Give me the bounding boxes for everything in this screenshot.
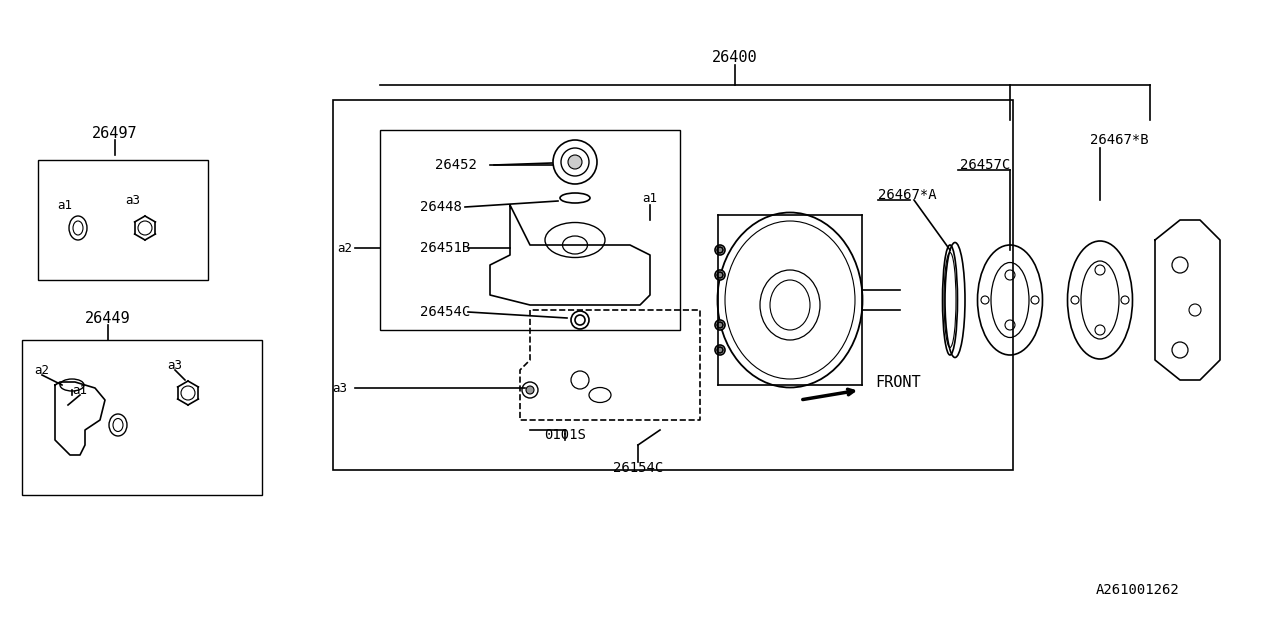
Text: 26497: 26497 <box>92 125 138 141</box>
Text: a3: a3 <box>333 381 347 394</box>
Circle shape <box>716 320 724 330</box>
Bar <box>333 100 1012 470</box>
Circle shape <box>526 386 534 394</box>
Circle shape <box>716 245 724 255</box>
Circle shape <box>717 347 723 353</box>
Text: a1: a1 <box>643 191 658 205</box>
Bar <box>380 130 680 330</box>
Text: 26448: 26448 <box>420 200 462 214</box>
Circle shape <box>717 247 723 253</box>
Circle shape <box>717 272 723 278</box>
Text: 26400: 26400 <box>712 49 758 65</box>
Text: 0101S: 0101S <box>544 428 586 442</box>
Text: a1: a1 <box>58 198 73 211</box>
Text: a3: a3 <box>168 358 183 371</box>
Text: 26457C: 26457C <box>960 158 1010 172</box>
Text: a2: a2 <box>35 364 50 376</box>
Text: 26449: 26449 <box>86 310 131 326</box>
Bar <box>38 160 209 280</box>
Text: 26467*A: 26467*A <box>878 188 937 202</box>
Bar <box>22 340 262 495</box>
Text: 26467*B: 26467*B <box>1091 133 1148 147</box>
Text: A261001262: A261001262 <box>1096 583 1180 597</box>
Circle shape <box>716 345 724 355</box>
Text: 26451B: 26451B <box>420 241 470 255</box>
Text: a2: a2 <box>338 241 352 255</box>
Text: 26452: 26452 <box>435 158 477 172</box>
Text: 26454C: 26454C <box>420 305 470 319</box>
Circle shape <box>716 270 724 280</box>
Text: a3: a3 <box>125 193 141 207</box>
Circle shape <box>717 322 723 328</box>
Text: FRONT: FRONT <box>876 374 920 390</box>
Circle shape <box>568 155 582 169</box>
Text: a1: a1 <box>73 383 87 397</box>
Text: 26154C: 26154C <box>613 461 663 475</box>
